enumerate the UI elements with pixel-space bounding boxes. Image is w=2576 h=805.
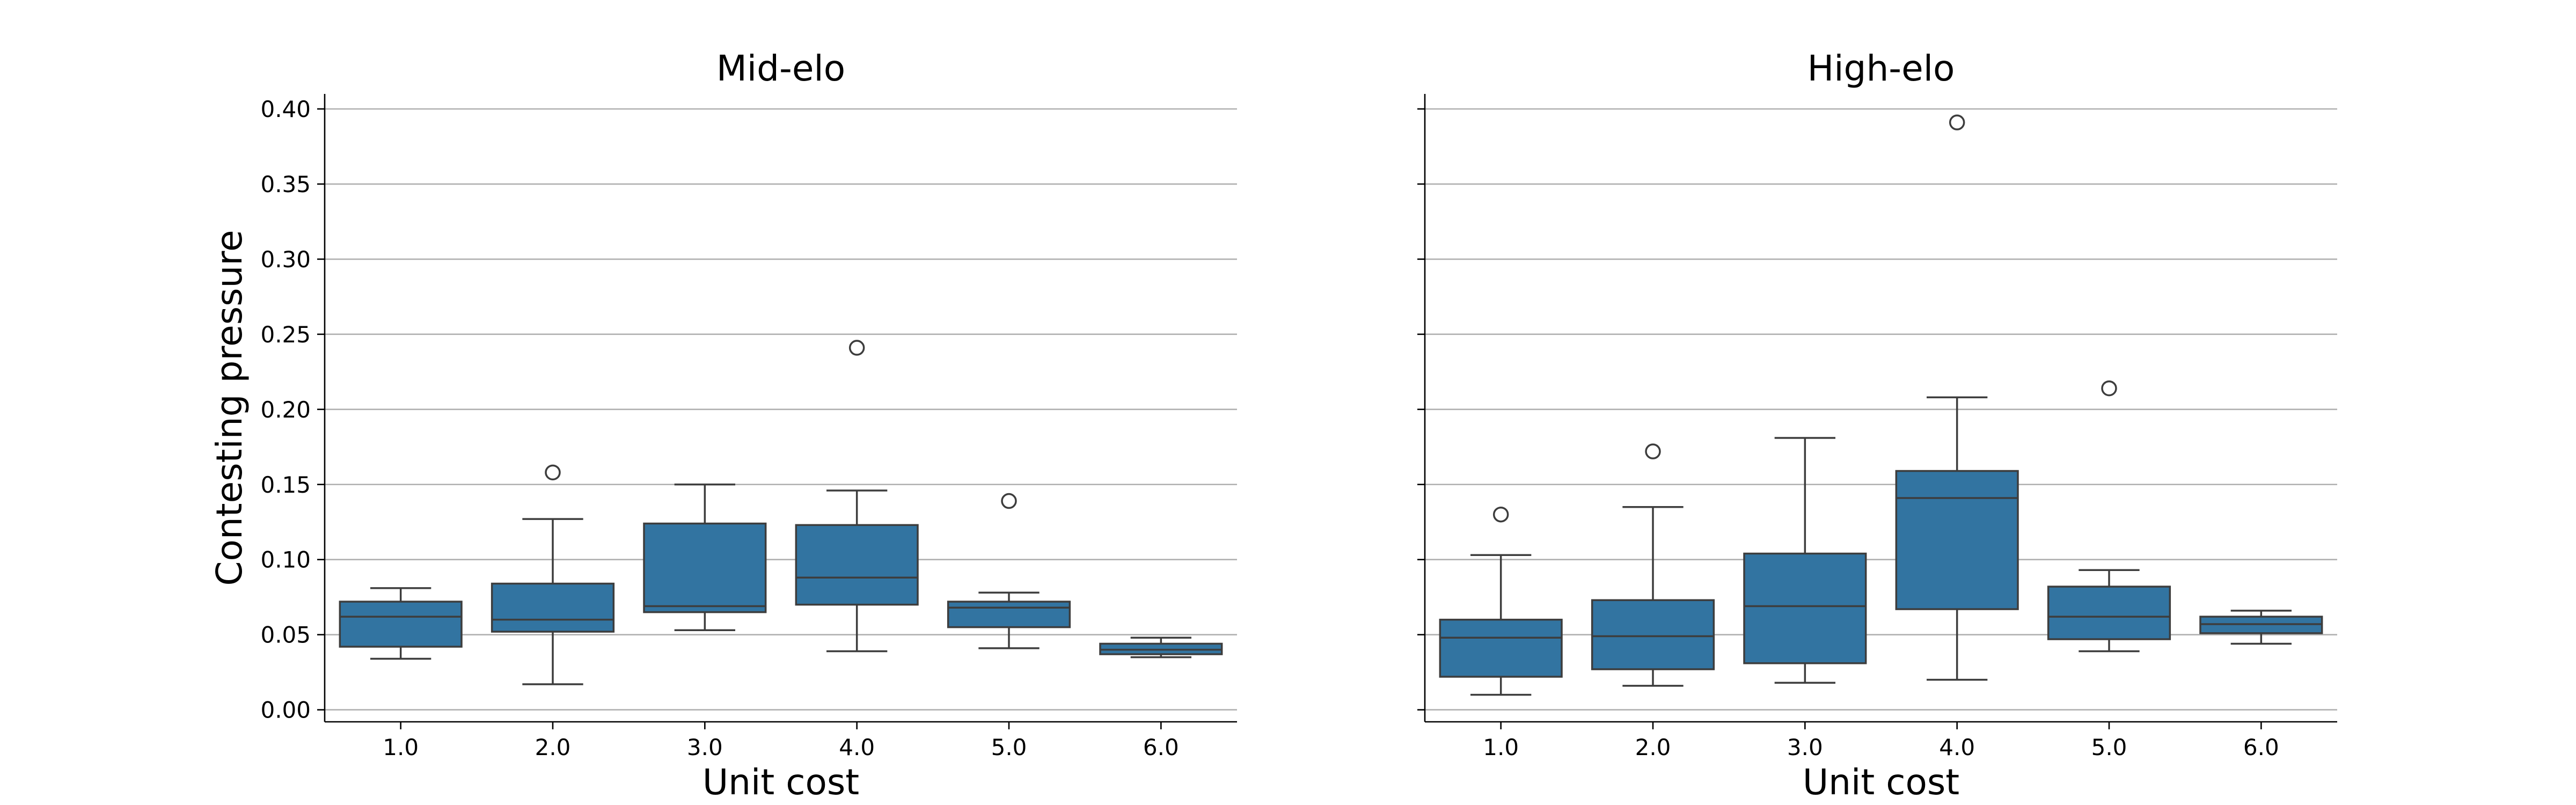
- x-tick-label: 2.0: [535, 734, 571, 760]
- outlier-point: [1645, 443, 1661, 459]
- x-tick-label: 4.0: [839, 734, 875, 760]
- y-tick-label: 0.20: [260, 397, 311, 423]
- x-tick-label: 5.0: [991, 734, 1027, 760]
- x-axis-label: Unit cost: [702, 762, 859, 803]
- outlier-point: [1492, 506, 1509, 523]
- x-tick-label: 6.0: [2243, 734, 2279, 760]
- y-tick-label: 0.25: [260, 321, 311, 348]
- box-iqr: [1591, 599, 1715, 670]
- panel-high-elo: 1.0 2.0 3.0 4.0 5.0 6.0 High-elo Unit cost: [1417, 48, 2337, 803]
- box-iqr: [2047, 586, 2171, 640]
- x-tick-label: 6.0: [1143, 734, 1179, 760]
- box-iqr: [1743, 552, 1867, 664]
- outlier-point: [1001, 493, 1017, 509]
- y-tick-label: 0.35: [260, 171, 311, 197]
- x-tick-label: 5.0: [2091, 734, 2127, 760]
- y-tick-label: 0.05: [260, 622, 311, 648]
- x-tick-label: 1.0: [383, 734, 419, 760]
- x-tick-label: 3.0: [687, 734, 723, 760]
- outlier-point: [545, 464, 561, 481]
- y-tick-label: 0.00: [260, 697, 311, 723]
- outlier-point: [848, 340, 865, 356]
- box-iqr: [947, 601, 1071, 628]
- x-tick-label: 3.0: [1787, 734, 1823, 760]
- chart-title: Mid-elo: [716, 48, 845, 89]
- box-iqr: [1439, 618, 1563, 678]
- y-tick-label: 0.40: [260, 96, 311, 122]
- y-tick-label: 0.30: [260, 246, 311, 273]
- outlier-point: [2101, 380, 2117, 397]
- panel-mid-elo: 0.00 0.05 0.10 0.15 0.20 0.25 0.30 0.35 0.40 1.0 2…: [209, 48, 1237, 803]
- x-tick-label: 1.0: [1483, 734, 1519, 760]
- y-tick-label: 0.10: [260, 547, 311, 573]
- y-tick-label: 0.15: [260, 472, 311, 498]
- outlier-point: [1949, 114, 1965, 130]
- chart-title: High-elo: [1807, 48, 1955, 89]
- box-iqr: [1895, 470, 2019, 610]
- box-iqr: [491, 582, 615, 633]
- box-iqr: [339, 601, 463, 648]
- x-axis-label: Unit cost: [1803, 762, 1959, 803]
- y-axis-label: Contesting pressure: [209, 230, 250, 586]
- x-tick-label: 4.0: [1939, 734, 1975, 760]
- box-iqr: [795, 524, 919, 606]
- x-tick-label: 2.0: [1635, 734, 1671, 760]
- box-iqr: [643, 522, 767, 613]
